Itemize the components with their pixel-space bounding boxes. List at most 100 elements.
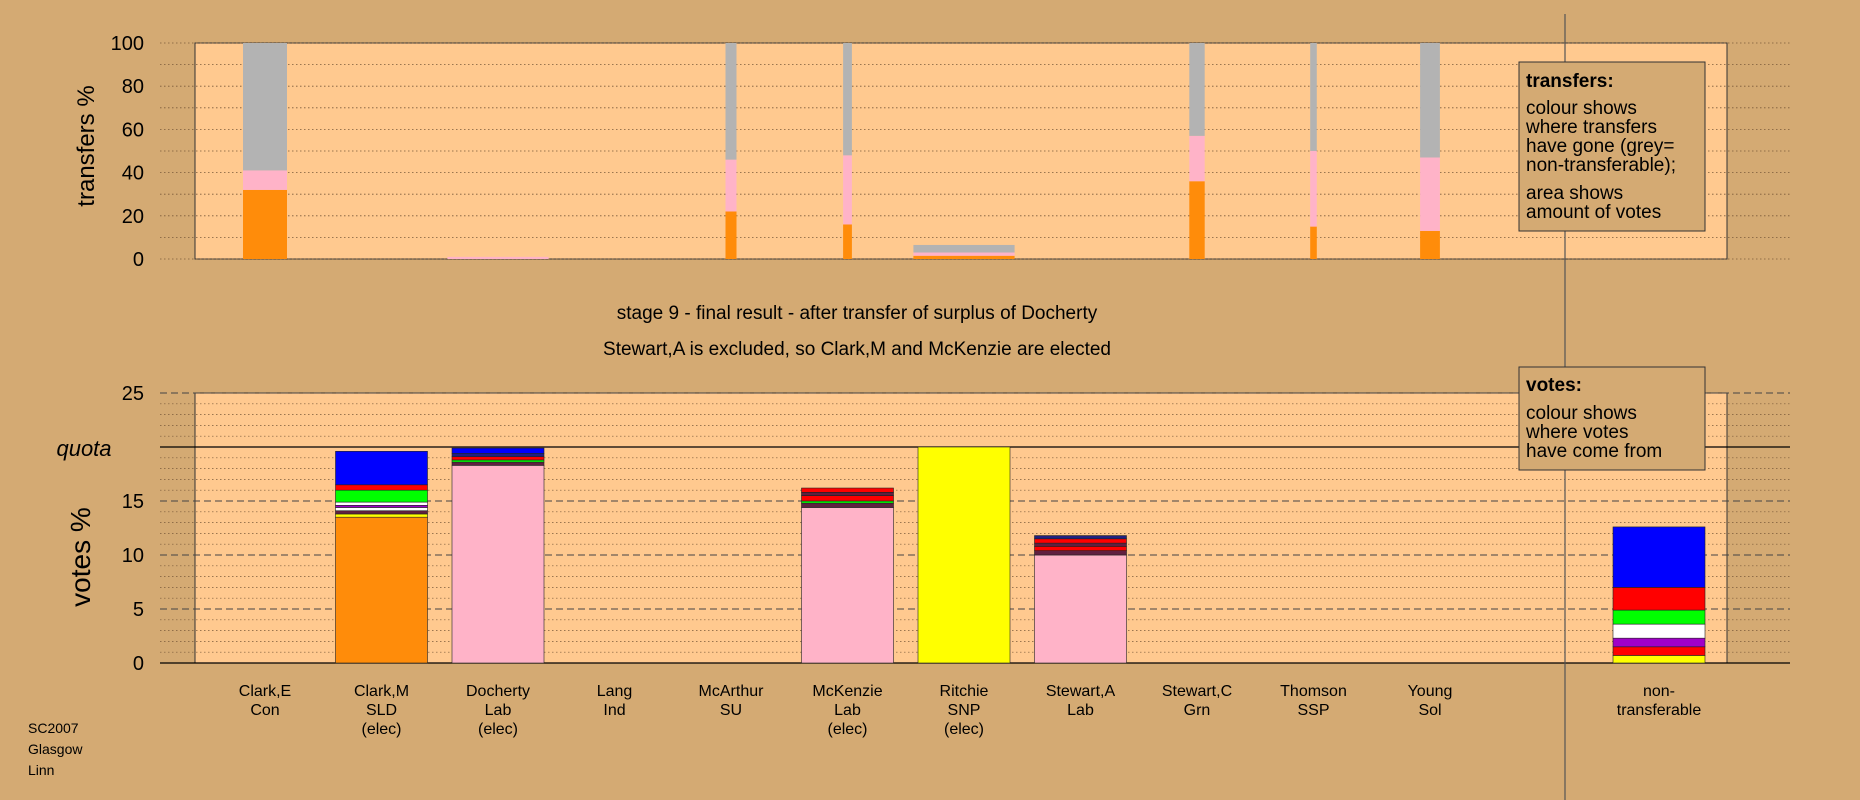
- vote-bar-segment: [801, 492, 894, 496]
- candidate-label: McKenzie: [812, 683, 882, 700]
- transfers-panel: 0 20 40 60 80 100 transfers %: [73, 33, 1790, 271]
- y-tick-label: 40: [122, 163, 144, 185]
- transfers-legend-heading: transfers:: [1526, 71, 1614, 92]
- candidate-label: Ritchie: [940, 683, 989, 700]
- transfer-bar-segment: [1310, 43, 1317, 151]
- vote-bar-segment: [801, 507, 894, 664]
- votes-legend-line: where votes: [1525, 422, 1628, 443]
- footer-line: SC2007: [28, 720, 79, 736]
- transfer-bar-segment: [1189, 181, 1205, 259]
- transfers-legend-line: non-transferable);: [1526, 155, 1676, 176]
- transfer-bar-segment: [1189, 43, 1205, 136]
- y-tick-label: 0: [133, 653, 144, 675]
- transfers-legend-line: amount of votes: [1526, 202, 1661, 223]
- votes-legend-box: [1518, 366, 1706, 471]
- y-tick-label: 20: [122, 206, 144, 228]
- y-tick-label: 100: [111, 33, 144, 55]
- vote-bar-segment: [335, 510, 428, 515]
- transfer-bar-segment: [843, 224, 852, 259]
- y-tick-label: 60: [122, 119, 144, 141]
- votes-legend-heading: votes:: [1526, 375, 1582, 396]
- transfers-bars: [243, 43, 1440, 259]
- vote-bar-segment: [1034, 535, 1127, 540]
- vote-bar-segment: [451, 459, 545, 463]
- y-tick-label: 25: [122, 383, 144, 405]
- vote-bar-segment: [1612, 637, 1706, 648]
- candidate-label: SU: [720, 702, 742, 719]
- stage-title: stage 9 - final result - after transfer …: [617, 303, 1098, 324]
- candidate-label: Docherty: [466, 683, 530, 700]
- vote-bar-segment: [335, 513, 428, 518]
- quota-label: quota: [56, 436, 111, 461]
- transfer-bar-segment: [1310, 226, 1317, 259]
- vote-bar-segment: [335, 507, 428, 512]
- candidate-label: Grn: [1184, 702, 1211, 719]
- votes-bars: [335, 446, 1706, 664]
- transfer-bar-segment: [1189, 135, 1205, 182]
- transfers-legend-line: colour shows: [1526, 98, 1637, 119]
- transfer-bar-segment: [447, 256, 549, 259]
- transfers-legend-line: where transfers: [1525, 117, 1657, 138]
- transfers-legend-line: have gone (grey=: [1526, 136, 1674, 157]
- candidate-label: Clark,M: [354, 683, 409, 700]
- transfer-bar-segment: [913, 252, 1015, 256]
- y-tick-label: 10: [122, 545, 144, 567]
- vote-bar-segment: [1034, 550, 1127, 556]
- vote-bar-segment: [1612, 526, 1706, 588]
- y-tick-label: 0: [133, 249, 144, 271]
- transfer-bar-segment: [725, 43, 737, 160]
- transfer-bar-segment: [913, 255, 1015, 259]
- transfer-bar-segment: [1420, 157, 1440, 231]
- candidate-label: SLD: [366, 702, 397, 719]
- vote-bar-segment: [335, 505, 428, 508]
- vote-bar-segment: [801, 502, 894, 508]
- candidate-label: transferable: [1617, 702, 1702, 719]
- vote-bar-segment: [1612, 655, 1706, 664]
- candidate-label: Lang: [597, 683, 633, 700]
- candidate-label: Sol: [1418, 702, 1441, 719]
- candidate-label: Con: [250, 702, 279, 719]
- candidate-label: SSP: [1297, 702, 1329, 719]
- vote-bar-segment: [451, 465, 545, 664]
- stage-subtitle: Stewart,A is excluded, so Clark,M and Mc…: [603, 339, 1111, 360]
- transfers-legend-line: area shows: [1526, 183, 1623, 204]
- candidate-label: Ind: [603, 702, 625, 719]
- transfer-bar-segment: [725, 211, 737, 259]
- candidate-label: Thomson: [1280, 683, 1347, 700]
- vote-bar-segment: [801, 487, 894, 493]
- footer-line: Linn: [28, 762, 54, 778]
- vote-bar-segment: [1612, 623, 1706, 639]
- vote-bar-segment: [1612, 587, 1706, 611]
- vote-bar-segment: [335, 484, 428, 491]
- transfer-bar-segment: [1420, 43, 1440, 158]
- candidate-label: (elec): [827, 721, 867, 738]
- votes-y-ticks: 0 5 10 15 25: [122, 383, 144, 675]
- votes-legend-line: colour shows: [1526, 403, 1637, 424]
- vote-bar-segment: [451, 447, 545, 454]
- vote-bar-segment: [801, 495, 894, 502]
- vote-bar-segment: [1034, 546, 1127, 551]
- candidate-label: McArthur: [699, 683, 765, 700]
- candidate-label: Lab: [485, 702, 512, 719]
- candidate-label: Lab: [834, 702, 861, 719]
- votes-legend-line: have come from: [1526, 441, 1662, 462]
- votes-legend: votes: colour shows where votes have com…: [1518, 366, 1706, 471]
- transfer-bar-segment: [1420, 230, 1440, 259]
- vote-bar-segment: [451, 456, 545, 461]
- candidate-label: Clark,E: [239, 683, 291, 700]
- votes-axis-label: votes %: [65, 507, 96, 607]
- transfer-bar-segment: [843, 155, 852, 225]
- vote-bar-segment: [1612, 646, 1706, 656]
- vote-bar-segment: [335, 451, 428, 486]
- vote-bar-segment: [451, 461, 545, 466]
- vote-bar-segment: [1034, 538, 1127, 544]
- vote-bar-segment: [1612, 609, 1706, 625]
- vote-bar-segment: [917, 446, 1011, 664]
- transfers-legend: transfers: colour shows where transfers …: [1518, 61, 1706, 232]
- transfer-bar-segment: [843, 43, 852, 156]
- candidate-label: Young: [1408, 683, 1453, 700]
- vote-bar-segment: [335, 501, 428, 506]
- candidate-label: Lab: [1067, 702, 1094, 719]
- votes-panel: 0 5 10 15 25 Clark,E Con Clark,M SLD (elec) Doche…: [56, 383, 1790, 738]
